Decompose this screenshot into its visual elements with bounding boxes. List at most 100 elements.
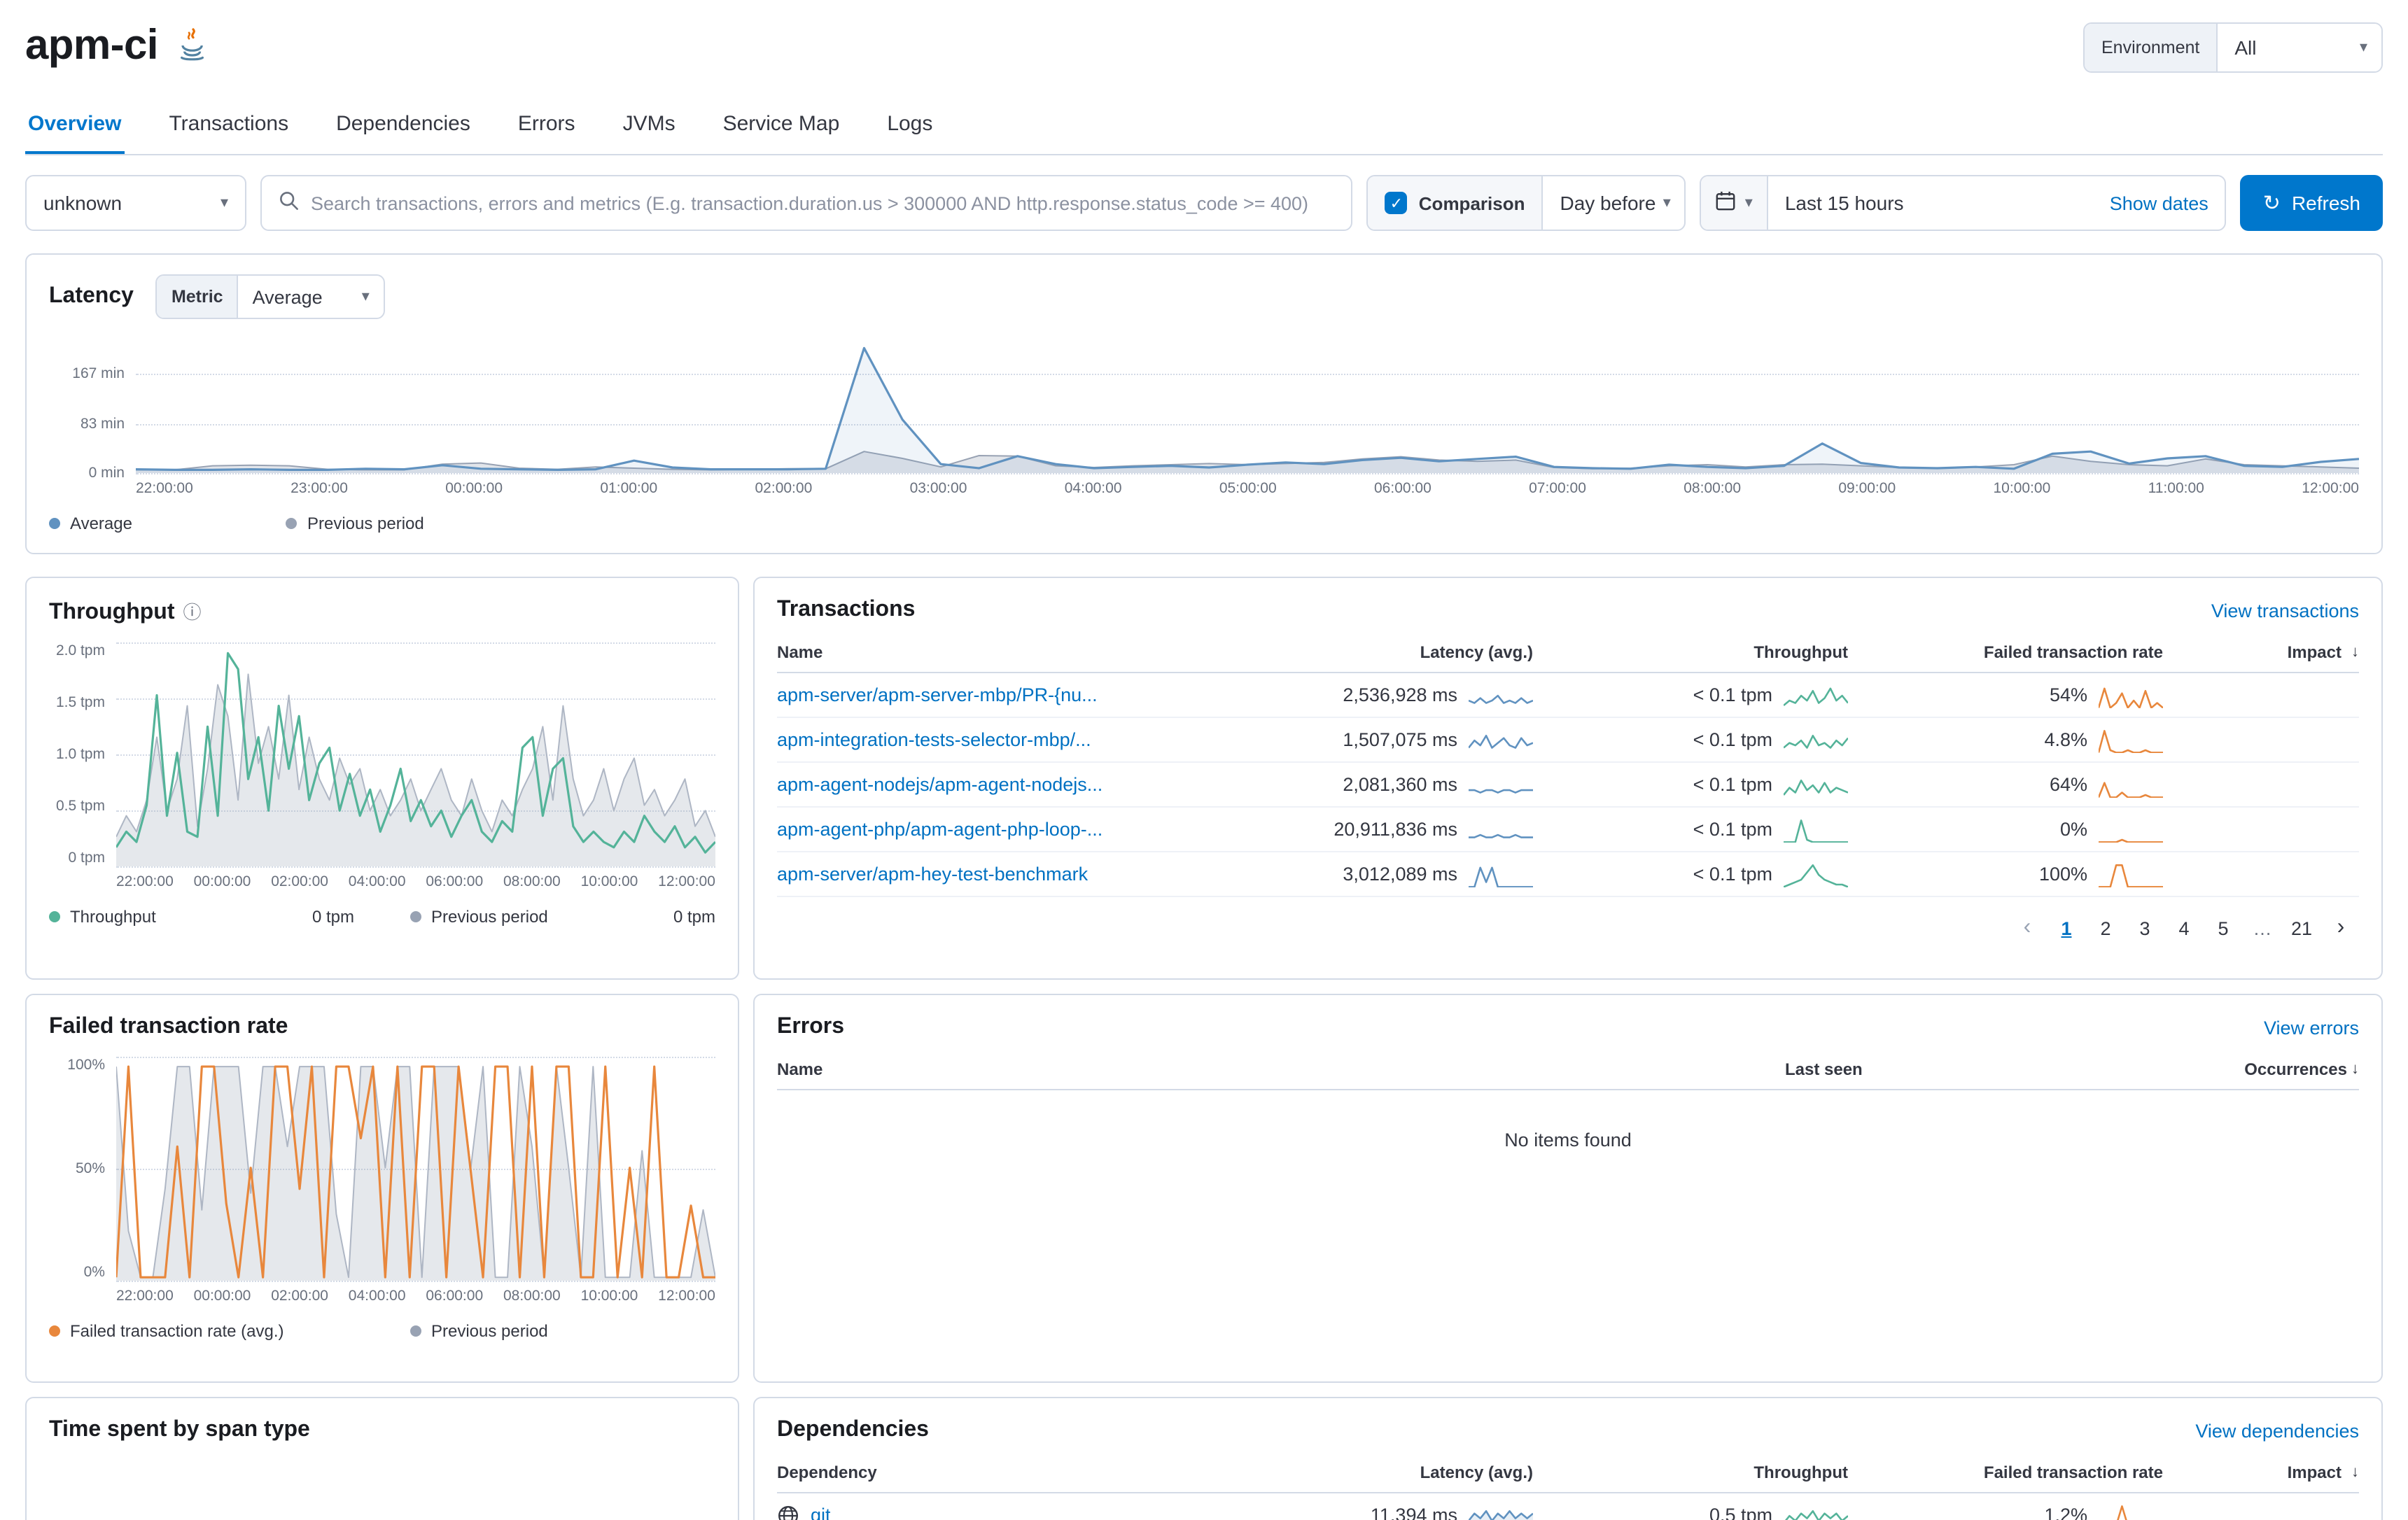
latency-chart-svg: [136, 333, 2359, 473]
search-bar: [260, 175, 1353, 231]
comparison-period-select[interactable]: Day before ▾: [1560, 192, 1671, 214]
transaction-link[interactable]: apm-server/apm-server-mbp/PR-{nu...: [777, 684, 1098, 705]
throughput-value: 0.5 tpm: [1709, 1505, 1772, 1520]
comparison-checkbox[interactable]: ✓: [1385, 192, 1408, 214]
column-header-failed-rate[interactable]: Failed transaction rate: [1983, 642, 2163, 661]
tick-label: 04:00:00: [348, 1288, 406, 1304]
page-button-5[interactable]: 5: [2218, 917, 2229, 938]
transaction-link[interactable]: apm-server/apm-hey-test-benchmark: [777, 864, 1088, 885]
previous-page-button[interactable]: ‹: [2023, 915, 2031, 939]
tab-errors[interactable]: Errors: [517, 112, 575, 136]
refresh-button[interactable]: ↻ Refresh: [2240, 175, 2383, 231]
tick-label: 08:00:00: [1684, 480, 1741, 497]
page-button-3[interactable]: 3: [2139, 917, 2150, 938]
column-header-impact[interactable]: Impact ↓: [2287, 642, 2359, 661]
chevron-down-icon: ▾: [361, 288, 370, 304]
tick-label: 08:00:00: [503, 873, 561, 890]
tick-label: 12:00:00: [658, 1288, 715, 1304]
tick-label: 10:00:00: [1993, 480, 2051, 497]
transactions-table-header: Name Latency (avg.) Throughput Failed tr…: [777, 631, 2359, 673]
failed-rate-sparkline: [2099, 772, 2163, 797]
column-header-impact[interactable]: Impact ↓: [2287, 1462, 2359, 1482]
transactions-panel: Transactions View transactions Name Late…: [753, 577, 2383, 980]
tick-label: 22:00:00: [116, 1288, 174, 1304]
throughput-value: < 0.1 tpm: [1693, 774, 1772, 795]
column-header-latency[interactable]: Latency (avg.): [1420, 642, 1533, 661]
column-header-name[interactable]: Name: [777, 1059, 823, 1078]
tick-label: 0%: [83, 1264, 105, 1281]
column-header-last-seen[interactable]: Last seen: [1785, 1059, 1863, 1078]
page-button-4[interactable]: 4: [2178, 917, 2190, 938]
view-dependencies-link[interactable]: View dependencies: [2195, 1420, 2359, 1441]
table-row: apm-server/apm-hey-test-benchmark 3,012,…: [777, 852, 2359, 897]
comparison-checkbox-group: ✓ Comparison: [1368, 176, 1544, 230]
page-button-21[interactable]: 21: [2290, 917, 2313, 938]
tab-dependencies[interactable]: Dependencies: [336, 112, 470, 136]
column-header-throughput[interactable]: Throughput: [1754, 1462, 1848, 1482]
column-header-name[interactable]: Name: [777, 642, 823, 661]
service-tabs: Overview Transactions Dependencies Error…: [25, 98, 2383, 155]
column-header-latency[interactable]: Latency (avg.): [1420, 1462, 1533, 1482]
date-picker-quick-menu[interactable]: ▾: [1701, 176, 1768, 230]
tab-overview[interactable]: Overview: [25, 98, 124, 154]
transaction-type-select[interactable]: unknown ▾: [25, 175, 246, 231]
column-header-occurrences[interactable]: Occurrences ↓: [2244, 1059, 2359, 1078]
page-button-2[interactable]: 2: [2100, 917, 2111, 938]
errors-table-header: Name Last seen Occurrences ↓: [777, 1048, 2359, 1090]
time-spent-by-span-type-panel: Time spent by span type: [25, 1397, 739, 1520]
transaction-link[interactable]: apm-agent-nodejs/apm-agent-nodejs...: [777, 774, 1103, 795]
failed-rate-sparkline: [2099, 861, 2163, 887]
time-range-value[interactable]: Last 15 hours: [1784, 192, 1904, 214]
globe-icon: [777, 1504, 799, 1520]
metric-label: Metric: [157, 276, 239, 318]
table-row: apm-agent-nodejs/apm-agent-nodejs... 2,0…: [777, 763, 2359, 808]
comparison-control: ✓ Comparison Day before ▾: [1366, 175, 1686, 231]
sort-descending-icon: ↓: [2351, 1060, 2359, 1077]
page-button-1[interactable]: 1: [2061, 917, 2072, 938]
tick-label: 02:00:00: [271, 873, 328, 890]
failed-rate-sparkline: [2099, 727, 2163, 752]
previous-period-legend-dot: [410, 911, 421, 922]
dependency-link[interactable]: git: [811, 1505, 831, 1520]
tab-service-map[interactable]: Service Map: [722, 112, 840, 136]
failed-rate-x-axis: 22:00:00 00:00:00 02:00:00 04:00:00 06:00:00…: [116, 1288, 715, 1304]
info-icon[interactable]: ⓘ: [183, 602, 202, 623]
show-dates-link[interactable]: Show dates: [2109, 192, 2208, 213]
latency-legend: Average Previous period: [49, 514, 2359, 533]
tick-label: 02:00:00: [271, 1288, 328, 1304]
search-input[interactable]: [311, 192, 1335, 213]
metric-select[interactable]: Average ▾: [252, 286, 370, 307]
next-page-button[interactable]: ›: [2337, 915, 2345, 939]
transaction-link[interactable]: apm-integration-tests-selector-mbp/...: [777, 729, 1091, 750]
refresh-icon: ↻: [2262, 192, 2281, 216]
tab-transactions[interactable]: Transactions: [169, 112, 289, 136]
column-header-dependency[interactable]: Dependency: [777, 1462, 877, 1482]
column-header-failed-rate[interactable]: Failed transaction rate: [1983, 1462, 2163, 1482]
empty-table-message: No items found: [1504, 1130, 1632, 1150]
failed-rate-value: 1.2%: [2044, 1505, 2087, 1520]
view-transactions-link[interactable]: View transactions: [2211, 600, 2359, 621]
environment-filter: Environment All ▾: [2083, 22, 2383, 73]
date-picker: ▾ Last 15 hours Show dates: [1700, 175, 2227, 231]
throughput-sparkline: [1784, 727, 1848, 752]
dependencies-table-header: Dependency Latency (avg.) Throughput Fai…: [777, 1451, 2359, 1493]
view-errors-link[interactable]: View errors: [2263, 1017, 2359, 1038]
legend-label: Throughput: [70, 907, 156, 927]
tick-label: 05:00:00: [1219, 480, 1277, 497]
tab-logs[interactable]: Logs: [887, 112, 933, 136]
environment-select[interactable]: All ▾: [2218, 24, 2381, 71]
y-axis-tick: 83 min: [80, 415, 125, 432]
column-header-throughput[interactable]: Throughput: [1754, 642, 1848, 661]
environment-label: Environment: [2085, 24, 2218, 71]
transactions-pagination: ‹ 1 2 3 4 5 … 21 ›: [777, 910, 2359, 946]
latency-value: 2,536,928 ms: [1343, 684, 1457, 705]
legend-label: Previous period: [431, 1321, 548, 1341]
failed-transaction-rate-panel: Failed transaction rate 100% 50% 0% 22:00:…: [25, 994, 739, 1383]
dependencies-title: Dependencies: [777, 1418, 929, 1442]
dependencies-panel: Dependencies View dependencies Dependenc…: [753, 1397, 2383, 1520]
transaction-link[interactable]: apm-agent-php/apm-agent-php-loop-...: [777, 819, 1103, 840]
y-axis-tick: 0 min: [88, 465, 125, 481]
tick-label: 12:00:00: [658, 873, 715, 890]
latency-sparkline: [1469, 682, 1533, 708]
tab-jvms[interactable]: JVMs: [622, 112, 676, 136]
